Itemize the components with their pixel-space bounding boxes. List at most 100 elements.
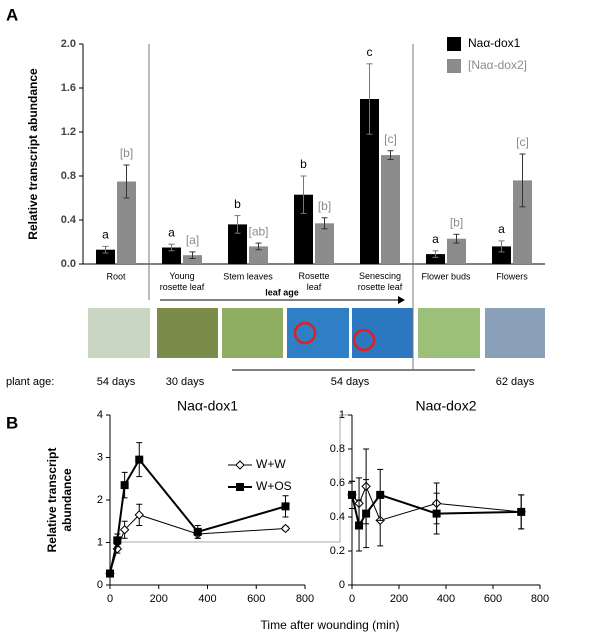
y-tick-label: 0.0 <box>61 258 76 270</box>
x-tick-label: 400 <box>198 593 216 605</box>
marker <box>432 509 441 518</box>
x-tick-label: Flower buds <box>421 271 471 281</box>
significance-label: [b] <box>120 146 133 160</box>
x-axis-label: Time after wounding (min) <box>261 618 400 632</box>
zoom-guide <box>113 414 352 543</box>
leaf-age-label: leaf age <box>265 287 299 297</box>
bar <box>117 181 136 264</box>
marker <box>280 523 291 534</box>
significance-label: c <box>367 45 373 59</box>
photo <box>287 308 349 358</box>
plant-age: 54 days <box>331 376 370 388</box>
y-tick-label: 0 <box>339 579 345 591</box>
significance-label: [ab] <box>248 224 268 238</box>
legend-label: W+OS <box>256 479 292 493</box>
bar <box>426 254 445 264</box>
photo <box>418 308 480 358</box>
bar <box>183 255 202 264</box>
bar <box>360 99 379 264</box>
bar <box>162 247 181 264</box>
series-line <box>351 493 522 529</box>
x-tick-label: 800 <box>531 593 549 605</box>
significance-label: a <box>432 232 439 246</box>
y-axis-label: Relative transcriptabundance <box>45 448 74 553</box>
bar <box>315 223 334 264</box>
photo <box>222 308 283 358</box>
bar <box>249 246 268 264</box>
marker <box>113 536 122 545</box>
x-tick-label: 400 <box>437 593 455 605</box>
legend-label: [Naα-dox2] <box>468 58 527 72</box>
y-tick-label: 0.8 <box>61 170 76 182</box>
significance-label: [c] <box>384 132 397 146</box>
marker <box>135 455 144 464</box>
y-tick-label: 0 <box>97 579 103 591</box>
y-tick-label: 0.4 <box>330 511 345 523</box>
y-tick-label: 4 <box>97 409 103 421</box>
x-tick-label: Stem leaves <box>223 271 273 281</box>
y-tick-label: 0.6 <box>330 477 345 489</box>
panel-label: B <box>6 413 18 432</box>
plant-age: 30 days <box>166 376 205 388</box>
y-tick-label: 1 <box>97 536 103 548</box>
significance-label: b <box>300 157 307 171</box>
panel-label: A <box>6 5 18 24</box>
x-tick-label: Young rosette leaf <box>160 271 205 292</box>
bar <box>492 246 511 264</box>
legend-marker <box>235 460 245 470</box>
marker <box>134 510 144 520</box>
x-tick-label: 0 <box>349 593 355 605</box>
significance-label: a <box>168 225 175 239</box>
legend-swatch <box>447 59 461 73</box>
x-tick-label: 0 <box>107 593 113 605</box>
marker <box>281 502 290 511</box>
x-tick-label: 600 <box>484 593 502 605</box>
marker <box>355 521 364 530</box>
bar <box>294 194 313 264</box>
significance-label: [b] <box>318 199 331 213</box>
x-tick-label: Senescing rosette leaf <box>358 271 403 292</box>
significance-label: [b] <box>450 215 463 229</box>
bar <box>513 180 532 264</box>
legend-swatch <box>447 37 461 51</box>
y-tick-label: 0.8 <box>330 443 345 455</box>
photo-marker <box>352 328 376 352</box>
x-tick-label: 800 <box>296 593 314 605</box>
bar <box>447 238 466 264</box>
y-tick-label: 2 <box>97 494 103 506</box>
x-tick-label: 200 <box>150 593 168 605</box>
significance-label: [c] <box>516 135 529 149</box>
y-tick-label: 0.2 <box>330 545 345 557</box>
x-tick-label: Root <box>106 271 126 281</box>
bar <box>381 155 400 264</box>
y-tick-label: 1.6 <box>61 82 76 94</box>
x-tick-label: 600 <box>247 593 265 605</box>
plant-age: 62 days <box>496 376 535 388</box>
photo-strip <box>88 308 545 358</box>
significance-label: [a] <box>186 233 199 247</box>
legend-marker <box>236 483 244 491</box>
y-axis-label: Relative transcript abundance <box>26 68 40 240</box>
x-tick-label: 200 <box>390 593 408 605</box>
significance-label: a <box>102 228 109 242</box>
photo <box>485 308 545 358</box>
series-line <box>109 514 286 574</box>
plant-age: 54 days <box>97 376 136 388</box>
y-tick-label: 3 <box>97 451 103 463</box>
significance-label: b <box>234 197 241 211</box>
y-tick-label: 2.0 <box>61 38 76 50</box>
chart-title: Naα-dox1 <box>177 398 238 414</box>
y-tick-label: 1.2 <box>61 126 76 138</box>
marker <box>106 569 114 578</box>
marker <box>119 525 130 535</box>
photo-marker <box>293 321 317 345</box>
legend-label: Naα-dox1 <box>468 36 521 50</box>
significance-label: a <box>498 222 505 236</box>
marker <box>348 490 356 499</box>
photo <box>88 308 150 358</box>
legend-label: W+W <box>256 457 286 471</box>
y-tick-label: 1 <box>339 409 345 421</box>
bar <box>96 249 115 264</box>
bar <box>228 224 247 264</box>
